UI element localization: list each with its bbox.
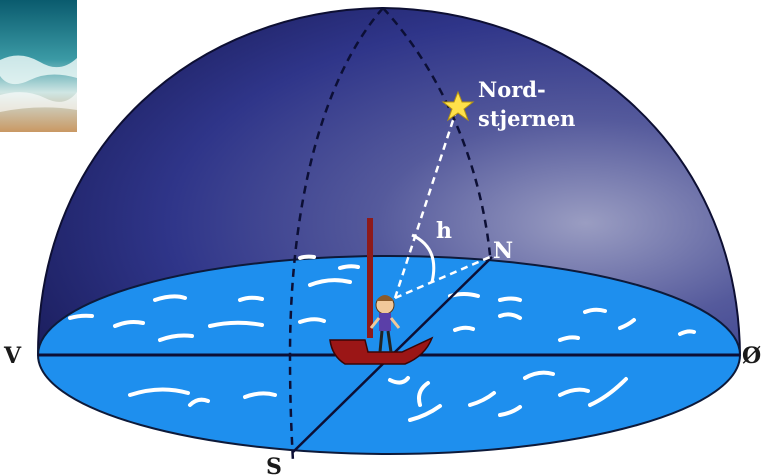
water-waves <box>68 254 696 422</box>
east-label: Ø <box>742 343 761 369</box>
south-label: S <box>266 454 282 476</box>
sea-photo-thumbnail <box>0 0 77 132</box>
altitude-angle-arc <box>411 233 436 283</box>
west-label: V <box>3 343 22 369</box>
boat-hull <box>329 336 434 365</box>
boat-mast <box>367 218 373 338</box>
star-label-line2: stjernen <box>478 106 575 131</box>
north-label: N <box>493 238 513 264</box>
observer-north-line <box>394 255 491 300</box>
meridian-circle <box>288 7 384 463</box>
star-label-line1: Nord- <box>478 77 546 102</box>
prime-vertical-circle <box>382 7 492 256</box>
altitude-angle-label: h <box>436 218 452 244</box>
observer-person <box>369 295 401 353</box>
observer-star-line <box>393 104 460 299</box>
north-star-icon <box>441 90 475 122</box>
